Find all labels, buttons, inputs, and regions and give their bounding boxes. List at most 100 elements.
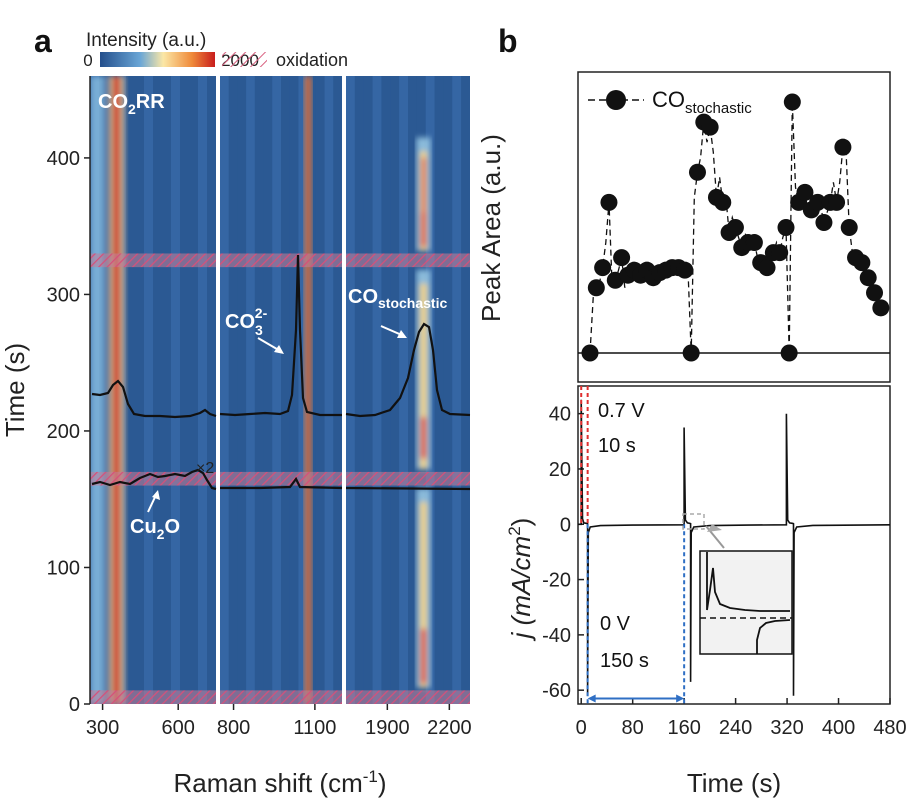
oxidation-band-2 xyxy=(346,471,470,486)
peak-area-point xyxy=(815,213,833,231)
spectrum-co-region xyxy=(345,322,471,418)
peak-area-point xyxy=(613,249,631,267)
current-trace xyxy=(578,386,890,704)
heatmap-texture xyxy=(246,76,255,704)
band-core xyxy=(306,76,310,704)
peak-area-point xyxy=(783,93,801,111)
annotation-oxidation-time: 10 s xyxy=(598,435,636,457)
peak-area-point xyxy=(587,279,605,297)
oxidation-legend-swatch xyxy=(222,52,267,67)
peak-area-point xyxy=(771,244,789,262)
current-y-label: j (mA/cm2) xyxy=(505,518,536,642)
heatmap-group xyxy=(90,76,470,704)
heatmap-texture xyxy=(272,76,281,704)
peak-area-point xyxy=(828,193,846,211)
current-inset xyxy=(682,513,793,655)
band-core xyxy=(420,628,427,684)
peak-area-point xyxy=(688,163,706,181)
inset-frame xyxy=(699,550,793,655)
annotation-reduction-time: 150 s xyxy=(600,650,649,672)
oxidation-band-3 xyxy=(346,253,470,268)
peak-area-point xyxy=(872,299,890,317)
annotation-oxidation-voltage: 0.7 V xyxy=(598,400,645,422)
oxidation-band-3 xyxy=(220,253,342,268)
heatmap-texture xyxy=(324,76,334,704)
panel-a-y-label: Time (s) xyxy=(0,343,30,437)
heatmap-texture xyxy=(289,76,299,704)
heatmap-texture xyxy=(126,76,135,704)
annotation-co2rr: CO2RR xyxy=(98,91,165,117)
heatmap-texture xyxy=(390,76,400,704)
heatmap-texture xyxy=(281,76,290,704)
heatmap-bands xyxy=(90,76,125,704)
annotation-co-stochastic: COstochastic xyxy=(348,286,447,311)
peak-area-legend: COstochastic xyxy=(588,87,752,117)
x-tick-label: 800 xyxy=(217,717,250,739)
heatmap-texture xyxy=(333,76,342,704)
legend-marker xyxy=(606,90,626,110)
peak-area-point xyxy=(834,138,852,156)
spectrum-cu2o-region xyxy=(91,468,217,491)
panel-a-x-label: Raman shift (cm-1) xyxy=(173,767,386,798)
peak-area-point xyxy=(809,193,827,211)
spectrum-cu-region xyxy=(91,379,217,419)
panel-a-y-axis: 0 100 200 300 400 xyxy=(47,76,91,716)
y-tick-label: 100 xyxy=(47,557,80,579)
heatmap-texture xyxy=(144,76,153,704)
legend-label: COstochastic xyxy=(652,87,752,117)
colorbar-min-label: 0 xyxy=(83,51,92,70)
colorbar xyxy=(100,52,215,67)
heatmap-texture xyxy=(135,76,144,704)
heatmap-texture xyxy=(434,76,444,704)
current-x-tick-label: 160 xyxy=(667,717,700,739)
heatmap-texture xyxy=(372,76,382,704)
peak-area-point xyxy=(758,259,776,277)
oxidation-band-3 xyxy=(90,253,216,268)
panel-a-label: a xyxy=(34,23,52,59)
peak-area-point xyxy=(600,193,618,211)
heatmap-texture xyxy=(381,76,391,704)
peak-area-point xyxy=(594,259,612,277)
annotation-cu2o: Cu2O xyxy=(130,516,180,542)
annotation-carbonate: CO32- xyxy=(225,305,268,338)
heatmap-segment-3 xyxy=(346,76,470,704)
arrowhead-carbonate xyxy=(274,345,284,354)
heatmap-texture xyxy=(207,76,216,704)
current-x-tick-label: 0 xyxy=(576,717,587,739)
duration-arrowhead-right xyxy=(676,694,685,703)
heatmap-texture xyxy=(180,76,189,704)
heatmap-texture xyxy=(346,76,355,704)
heatmap-texture xyxy=(363,76,373,704)
peak-area-point xyxy=(714,193,732,211)
x-tick-label: 1900 xyxy=(365,717,410,739)
duration-arrowhead-left xyxy=(587,694,596,703)
current-x-tick-label: 400 xyxy=(822,717,855,739)
band-mid xyxy=(419,501,428,688)
band-halo xyxy=(90,76,105,704)
current-x-tick-label: 240 xyxy=(719,717,752,739)
heatmap-texture xyxy=(263,76,273,704)
current-axes: 0 80 160 240 320 400 480 40 20 0 -20 -40 -60 xyxy=(542,404,907,739)
x-tick-label: 600 xyxy=(162,717,195,739)
peak-area-point xyxy=(581,344,599,362)
heatmap-texture xyxy=(198,76,207,704)
arrowhead-co xyxy=(397,330,407,338)
peak-area-point xyxy=(866,284,884,302)
peak-area-point xyxy=(840,219,858,236)
x-tick-label: 300 xyxy=(86,717,119,739)
heatmap-texture xyxy=(171,76,180,704)
oxidation-band-1 xyxy=(220,690,342,704)
heatmap-texture xyxy=(354,76,364,704)
spectrum-cu2o-baseline xyxy=(220,476,343,490)
current-y-tick-label: 20 xyxy=(549,459,571,481)
current-x-tick-label: 320 xyxy=(770,717,803,739)
peak-area-series xyxy=(581,93,890,362)
current-x-tick-label: 480 xyxy=(873,717,906,739)
peak-area-point xyxy=(745,234,763,252)
heatmap-texture xyxy=(162,76,171,704)
heatmap-texture xyxy=(237,76,247,704)
y-tick-label: 300 xyxy=(47,284,80,306)
peak-area-point xyxy=(796,183,814,201)
heatmap-texture xyxy=(315,76,325,704)
current-y-tick-label: -60 xyxy=(542,680,571,702)
